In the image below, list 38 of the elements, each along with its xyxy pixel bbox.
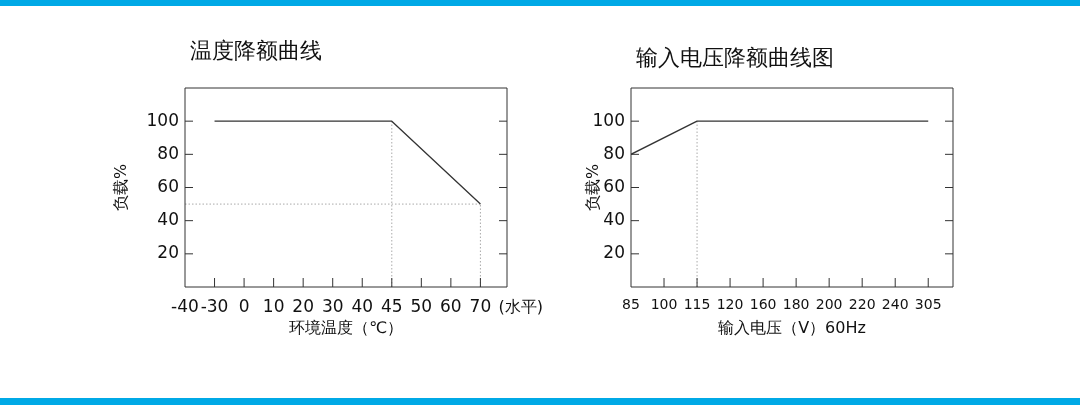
y-tick-label: 20 <box>157 242 179 263</box>
y-tick-label: 60 <box>157 175 179 196</box>
x-tick-label: 10 <box>262 295 285 316</box>
x-tick-label: 85 <box>622 296 640 313</box>
text: (水平) <box>498 297 543 316</box>
x-tick-label: 40 <box>351 295 374 316</box>
x-tick-label: 70 <box>469 295 492 316</box>
x-tick-label: -30 <box>200 295 229 316</box>
y-axis-title: 负载% <box>582 163 602 212</box>
x-tick-label: 45 <box>380 295 403 316</box>
y-tick-label: 80 <box>603 142 625 163</box>
x-tick-label: 160 <box>749 296 777 313</box>
x-tick-label: -40 <box>171 295 199 316</box>
x-tick-label: 180 <box>782 296 810 313</box>
x-tick-label: 200 <box>815 296 843 313</box>
y-tick-label: 60 <box>603 175 625 196</box>
y-tick-label: 80 <box>157 142 179 163</box>
x-tick-label: 115 <box>683 296 711 313</box>
x-axis-title: 环境温度（℃） <box>289 317 403 337</box>
chart-title: 温度降额曲线 <box>190 38 322 63</box>
x-tick-label: 240 <box>881 296 909 313</box>
y-tick-label: 40 <box>603 209 625 230</box>
y-tick-label: 40 <box>157 209 179 230</box>
y-tick-label: 100 <box>592 109 625 130</box>
x-tick-label: 220 <box>848 296 876 313</box>
x-tick-label: 50 <box>410 295 433 316</box>
x-tick-label: 100 <box>650 296 678 313</box>
chart-title: 输入电压降额曲线图 <box>636 45 834 70</box>
x-tick-label: 120 <box>716 296 744 313</box>
x-tick-label: 60 <box>440 295 462 316</box>
x-tick-label: 30 <box>321 295 344 316</box>
x-axis-title: 输入电压（V）60Hz <box>718 317 866 337</box>
y-tick-label: 100 <box>146 109 179 130</box>
x-tick-label: 20 <box>292 295 314 316</box>
x-tick-label: 305 <box>914 296 942 313</box>
y-axis-title: 负载% <box>110 163 130 212</box>
x-tick-label: 0 <box>238 295 250 316</box>
y-tick-label: 20 <box>603 242 625 263</box>
